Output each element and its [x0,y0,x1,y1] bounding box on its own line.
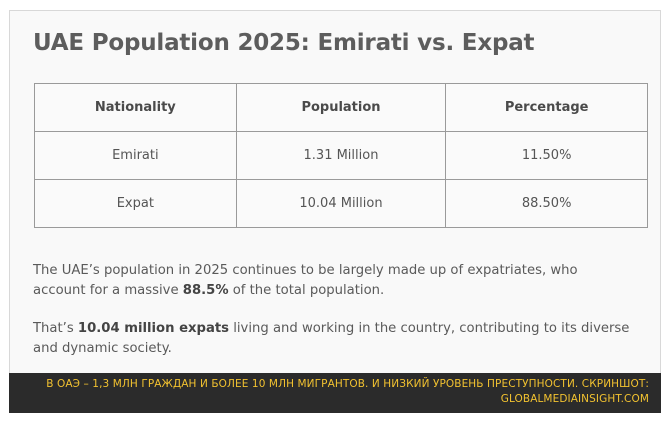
caption-source: globalmediainsight.com [500,393,649,405]
table-header-row: Nationality Population Percentage [34,83,648,132]
population-table: Nationality Population Percentage Emirat… [34,83,648,228]
paragraph-expat-share: The UAE’s population in 2025 continues t… [33,261,633,301]
cell-percentage: 11.50% [445,131,648,180]
text: of the total population. [228,283,385,298]
cell-population: 1.31 Million [235,131,447,180]
image-caption: В ОАЭ – 1,3 млн граждан и более 10 млн м… [9,373,661,413]
highlight-expat-count: 10.04 million expats [77,321,230,336]
text: The UAE’s population in 2025 continues t… [33,263,578,298]
table-row: Expat 10.04 Million 88.50% [34,179,648,228]
caption-line: В ОАЭ – 1,3 млн граждан и более 10 млн м… [46,378,649,390]
header-nationality: Nationality [34,83,237,132]
table-row: Emirati 1.31 Million 11.50% [34,131,648,180]
article-card: UAE Population 2025: Emirati vs. Expat N… [9,10,661,412]
text: living and working in the country, contr… [33,321,630,356]
text: That’s [33,321,78,336]
header-population: Population [235,83,447,132]
header-percentage: Percentage [445,83,648,132]
paragraph-expat-count: That’s 10.04 million expats living and w… [33,319,633,359]
cell-population: 10.04 Million [235,179,447,228]
cell-percentage: 88.50% [445,179,648,228]
cell-nationality: Emirati [34,131,237,180]
highlight-percentage: 88.5% [182,283,229,298]
page-title: UAE Population 2025: Emirati vs. Expat [33,30,535,56]
cell-nationality: Expat [34,179,237,228]
